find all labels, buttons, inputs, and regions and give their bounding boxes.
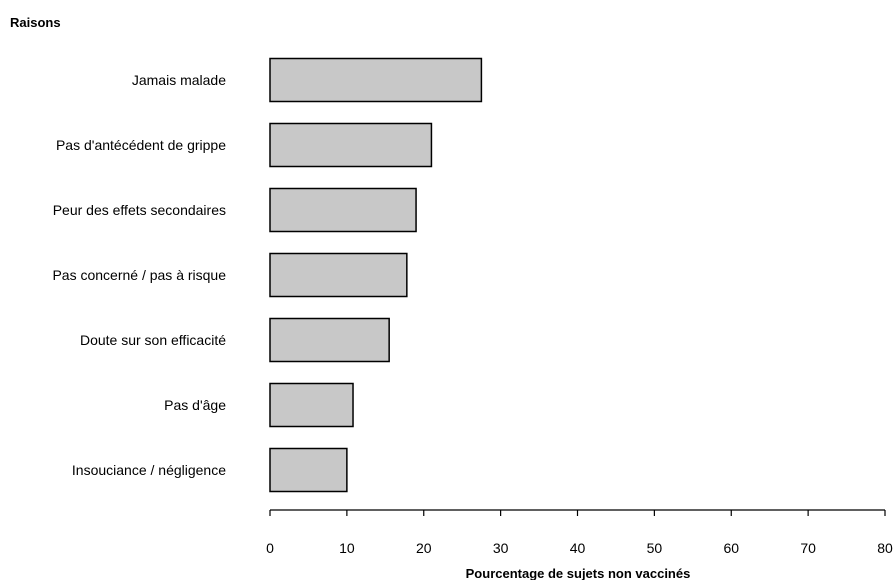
bar <box>269 122 433 168</box>
bar <box>269 317 390 363</box>
category-label: Insouciance / négligence <box>72 462 226 478</box>
x-tick-label: 20 <box>416 540 432 556</box>
bar <box>269 447 348 493</box>
x-axis-title: Pourcentage de sujets non vaccinés <box>466 566 691 580</box>
x-tick-label: 50 <box>647 540 663 556</box>
x-tick-label: 10 <box>339 540 355 556</box>
category-labels-group: Jamais malade Pas d'antécédent de grippe P… <box>52 72 226 478</box>
bar <box>269 57 483 103</box>
category-axis-title: Raisons <box>10 15 61 30</box>
bars-group <box>269 57 483 493</box>
bar <box>269 187 417 233</box>
x-tick-label: 0 <box>266 540 274 556</box>
category-label: Pas d'âge <box>164 397 226 413</box>
bar <box>269 252 408 298</box>
category-label: Doute sur son efficacité <box>80 332 226 348</box>
x-tick-label: 70 <box>800 540 816 556</box>
x-tick-label: 30 <box>493 540 509 556</box>
x-tick-label: 60 <box>723 540 739 556</box>
bar <box>269 382 354 428</box>
x-tick-label: 40 <box>570 540 586 556</box>
category-label: Pas d'antécédent de grippe <box>56 137 226 153</box>
category-label: Pas concerné / pas à risque <box>52 267 226 283</box>
category-label: Jamais malade <box>132 72 226 88</box>
category-label: Peur des effets secondaires <box>53 202 226 218</box>
x-axis: 0 10 20 30 40 50 60 70 80 <box>266 509 893 556</box>
x-tick-label: 80 <box>877 540 893 556</box>
